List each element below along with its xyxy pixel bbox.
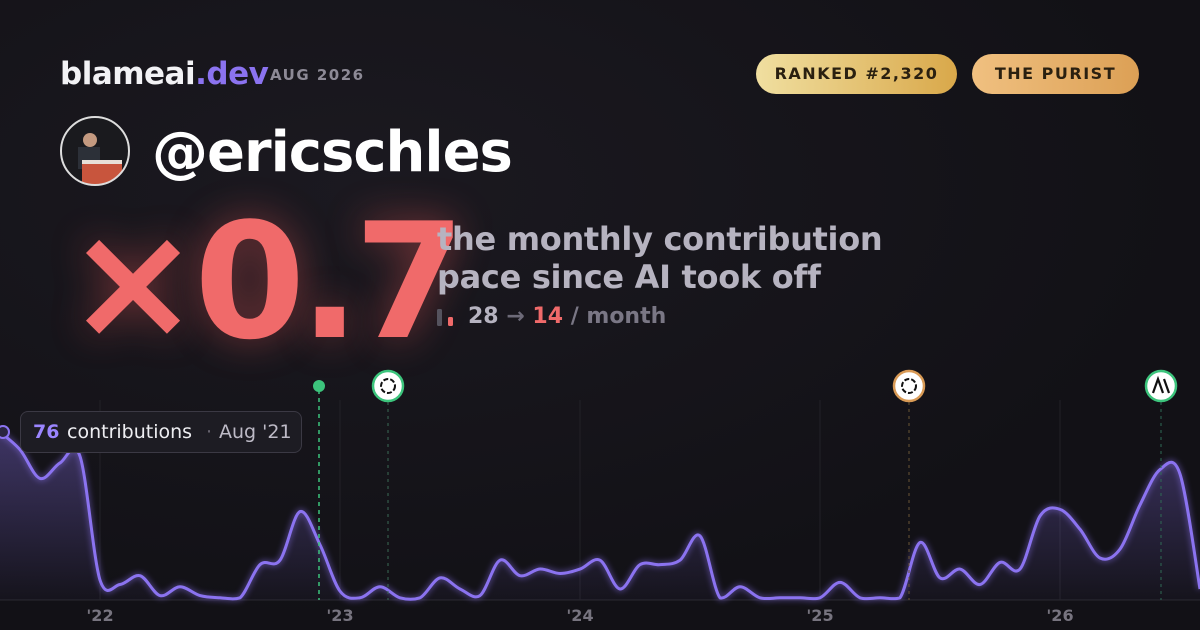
description: the monthly contribution <box>437 220 883 258</box>
pace-unit: / month <box>570 304 667 329</box>
rank-badge: RANKED #2,320 <box>756 54 957 94</box>
tooltip-value: 76 <box>33 421 60 443</box>
description: pace since AI took off <box>437 258 821 296</box>
x-tick-label: '23 <box>326 606 353 625</box>
tooltip-date: Aug '21 <box>219 421 292 443</box>
event-icon <box>380 378 396 394</box>
tooltip-unit: contributions <box>67 421 193 443</box>
event-dot <box>313 380 325 392</box>
pace: 28 → 14 / month <box>468 304 666 329</box>
brand-name: blameai <box>60 56 196 92</box>
brand: blameai.dev <box>60 56 269 92</box>
event-icon <box>901 378 917 394</box>
brand-suffix: .dev <box>195 56 269 92</box>
tooltip: 76 contributions · Aug '21 <box>20 411 302 453</box>
line <box>0 430 1200 601</box>
x-tick-label: '24 <box>566 606 593 625</box>
highlight-point <box>0 425 10 439</box>
x-tick-label: '22 <box>86 606 113 625</box>
pace-after: 14 <box>532 304 564 329</box>
x-tick-label: '25 <box>806 606 833 625</box>
handle: @ericschles <box>152 120 513 185</box>
persona-badge: THE PURIST <box>972 54 1139 94</box>
period: AUG 2026 <box>270 66 365 84</box>
avatar <box>60 116 130 186</box>
tooltip-sep: · <box>206 421 213 443</box>
area <box>0 432 1200 600</box>
event-icon <box>371 369 405 403</box>
event-icon <box>892 369 926 403</box>
x-tick-label: '26 <box>1046 606 1073 625</box>
pace-icon <box>437 309 453 326</box>
event-markers <box>313 369 1178 600</box>
pace-before: 28 <box>468 304 499 329</box>
event-icon <box>1151 375 1171 394</box>
multiplier: ×0.7 <box>66 188 465 375</box>
pace-arrow: → <box>506 304 525 329</box>
